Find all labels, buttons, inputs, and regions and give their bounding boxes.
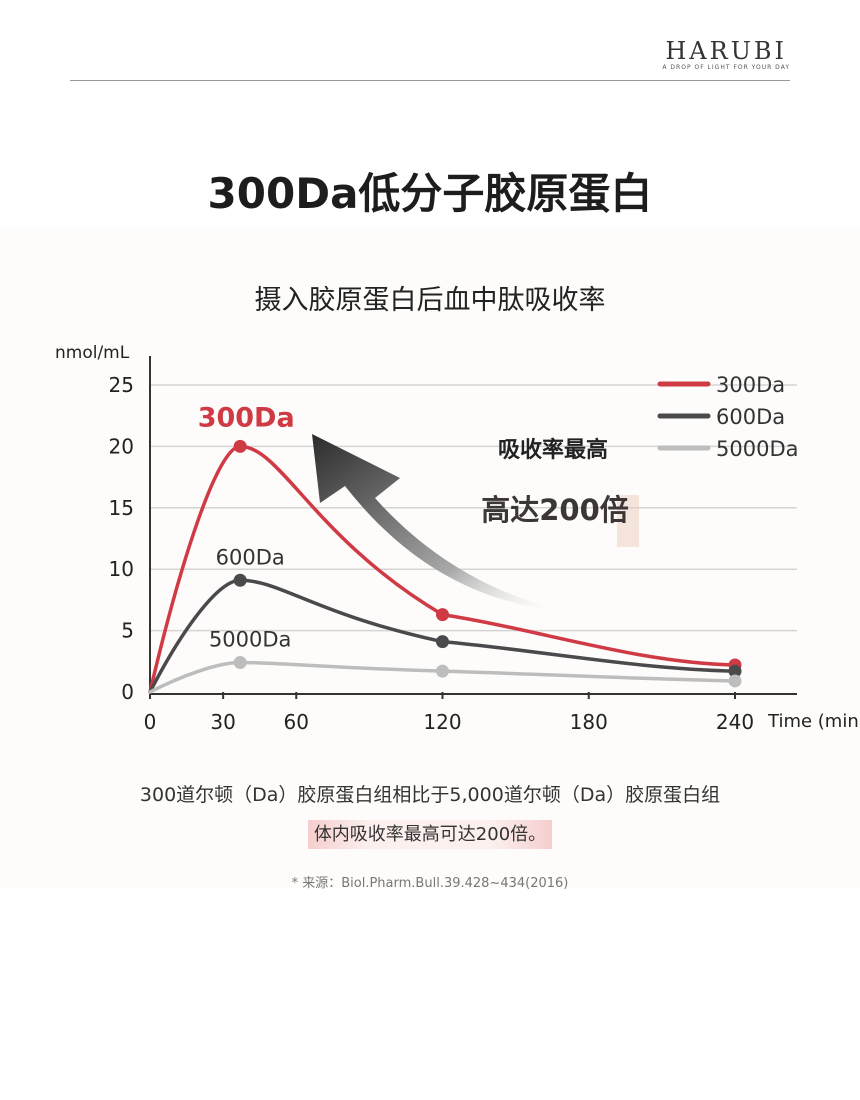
- trend-arrow: [312, 434, 570, 612]
- y-tick-label-20: 20: [109, 434, 134, 458]
- x-tick-label-30: 30: [210, 710, 235, 734]
- brand-logo: HARUBI A DROP OF LIGHT FOR YOUR DAY: [662, 38, 790, 72]
- data-label-5000da: 5000Da: [209, 628, 291, 652]
- legend-label-5000da: 5000Da: [716, 437, 798, 461]
- legend-label-600da: 600Da: [716, 405, 785, 429]
- series-line-5000da: [148, 660, 737, 694]
- trend-arrow-icon: [312, 434, 570, 612]
- chart-title: 摄入胶原蛋白后血中肽吸收率: [254, 285, 606, 316]
- data-point-300da-1: [233, 439, 247, 453]
- data-point-600da-2: [436, 635, 449, 649]
- page-title: 300Da低分子胶原蛋白: [207, 169, 653, 218]
- caption-line-1: 300道尔顿（Da）胶原蛋白组相比于5,000道尔顿（Da）胶原蛋白组: [139, 784, 721, 806]
- legend-label-300da: 300Da: [716, 373, 785, 397]
- y-tick-label-25: 25: [109, 373, 134, 397]
- highlight-line-1: 吸收率最高: [498, 437, 608, 463]
- data-point-5000da-2: [436, 664, 449, 678]
- x-tick-label-120: 120: [423, 710, 461, 734]
- data-point-600da-1: [233, 573, 247, 587]
- highlight-smudge: [617, 495, 639, 547]
- y-tick-label-15: 15: [109, 496, 134, 520]
- series-line-600da: [148, 578, 737, 694]
- highlight-line-2: 高达200倍: [481, 493, 629, 527]
- data-label-300da: 300Da: [198, 402, 295, 433]
- brand-tagline: A DROP OF LIGHT FOR YOUR DAY: [662, 64, 790, 71]
- y-tick-label-0: 0: [121, 680, 134, 704]
- caption-line-2: 体内吸收率最高可达200倍。: [307, 820, 553, 849]
- series-lines: 300Da 600Da 5000Da: [148, 402, 742, 694]
- series-line-300da: [148, 444, 737, 694]
- axes: [149, 356, 797, 695]
- x-tick-label-60: 60: [284, 710, 309, 734]
- caption-line-2-wrap: 体内吸收率最高可达200倍。: [0, 820, 860, 849]
- source-citation: * 来源：Biol.Pharm.Bull.39.428~434(2016): [291, 876, 569, 891]
- x-tick-label-240: 240: [716, 710, 754, 734]
- y-axis-label: nmol/mL: [55, 343, 130, 363]
- data-point-300da-2: [436, 608, 449, 622]
- y-tick-label-5: 5: [121, 619, 134, 643]
- x-axis-label: Time (min: [767, 711, 859, 732]
- data-point-5000da-1: [233, 656, 247, 670]
- y-tick-label-10: 10: [109, 557, 134, 581]
- data-label-600da: 600Da: [216, 545, 285, 569]
- brand-name: HARUBI: [665, 37, 788, 65]
- x-tick-label-180: 180: [570, 710, 608, 734]
- header-divider: [70, 80, 790, 81]
- tick-labels: 0 5 10 15 20 25 0 30 60 120 180 240: [109, 373, 755, 734]
- legend: 300Da 600Da 5000Da: [657, 373, 798, 461]
- data-point-5000da-3: [728, 674, 742, 688]
- x-tick-label-0: 0: [144, 710, 157, 734]
- data-point-600da-3: [728, 664, 742, 678]
